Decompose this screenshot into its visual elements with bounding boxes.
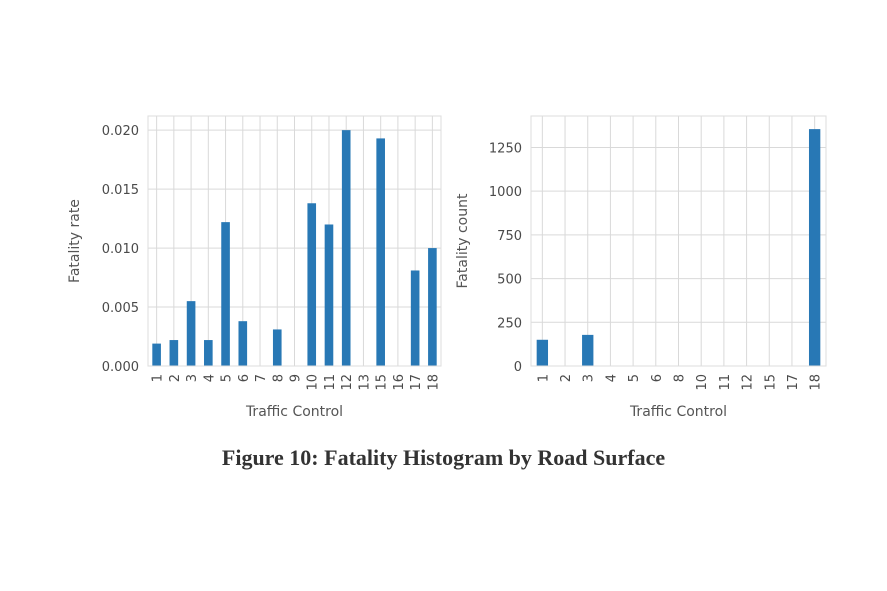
x-axis-title: Traffic Control	[245, 404, 343, 420]
x-tick-label: 15	[375, 374, 390, 391]
x-tick-label: 10	[695, 374, 710, 391]
x-tick-label: 12	[741, 374, 756, 391]
x-tick-label: 4	[202, 374, 217, 382]
bar	[186, 301, 196, 366]
x-tick-label: 9	[289, 374, 304, 382]
y-tick-label: 0.000	[102, 360, 139, 375]
bar	[221, 222, 230, 366]
x-tick-label: 5	[627, 374, 642, 382]
bar	[410, 270, 420, 366]
bar	[536, 339, 549, 366]
y-axis-title: Fatality count	[455, 193, 471, 288]
y-tick-label: 0.020	[102, 124, 139, 139]
bar	[324, 224, 334, 366]
y-axis-title: Fatality rate	[67, 199, 83, 283]
x-tick-label: 7	[254, 374, 269, 382]
x-tick-label: 15	[763, 374, 778, 391]
y-tick-label: 1000	[489, 185, 522, 200]
x-tick-label: 11	[718, 374, 733, 391]
figure-caption: Figure 10: Fatality Histogram by Road Su…	[221, 445, 666, 470]
x-tick-label: 2	[168, 374, 183, 382]
bar	[582, 334, 594, 366]
bar	[238, 321, 248, 366]
y-tick-label: 0	[514, 360, 522, 375]
x-tick-label: 3	[582, 374, 597, 382]
x-tick-label: 4	[604, 374, 619, 382]
x-tick-label: 8	[271, 374, 286, 382]
x-tick-label: 5	[220, 374, 235, 382]
bar	[169, 340, 179, 366]
x-tick-label: 17	[786, 374, 801, 391]
x-tick-label: 13	[357, 374, 372, 391]
y-tick-label: 250	[497, 316, 522, 331]
x-tick-label: 18	[426, 374, 441, 391]
x-tick-label: 17	[409, 374, 424, 391]
bar	[307, 203, 317, 366]
x-tick-label: 12	[340, 374, 355, 391]
x-tick-label: 16	[392, 374, 407, 391]
bar	[152, 343, 161, 366]
bar	[808, 129, 821, 366]
y-tick-label: 500	[497, 273, 522, 288]
x-axis-title: Traffic Control	[629, 404, 727, 420]
x-tick-label: 18	[809, 374, 824, 391]
y-tick-label: 0.015	[102, 183, 139, 198]
x-tick-label: 6	[650, 374, 665, 382]
bar	[272, 329, 282, 366]
x-tick-label: 2	[559, 374, 574, 382]
bar	[376, 138, 385, 366]
bar	[204, 340, 213, 366]
y-tick-label: 0.010	[102, 242, 139, 257]
y-tick-label: 0.005	[102, 301, 139, 316]
plot-frame	[147, 115, 442, 367]
y-tick-label: 1250	[489, 141, 522, 156]
y-tick-label: 750	[497, 229, 522, 244]
x-tick-label: 11	[323, 374, 338, 391]
x-tick-label: 6	[237, 374, 252, 382]
bar	[428, 248, 437, 366]
x-tick-label: 1	[536, 374, 551, 382]
x-tick-label: 8	[673, 374, 688, 382]
plot-frame	[530, 115, 827, 367]
x-tick-label: 1	[151, 374, 166, 382]
x-tick-label: 3	[185, 374, 200, 382]
bar	[341, 130, 351, 366]
x-tick-label: 10	[306, 374, 321, 391]
